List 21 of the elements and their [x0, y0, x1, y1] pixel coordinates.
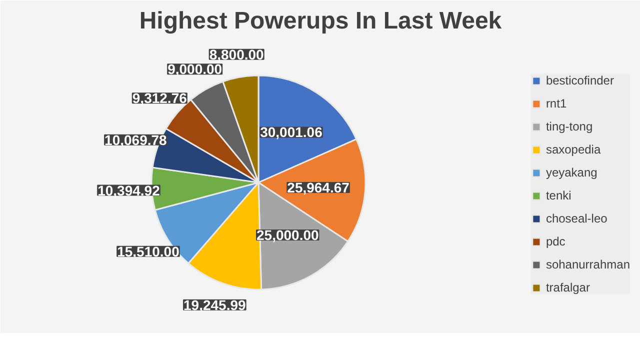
data-label: 30,001.06 [260, 124, 323, 140]
legend-label: tenki [546, 188, 572, 202]
data-label: 8,800.00 [209, 46, 264, 62]
legend-label: pdc [546, 234, 566, 248]
legend-label: rnt1 [546, 96, 567, 110]
data-label: 10,394.92 [98, 182, 160, 198]
data-label: 9,000.00 [168, 61, 222, 78]
data-label: 25,964.67 [287, 179, 350, 196]
data-label: 25,000.00 [256, 226, 320, 243]
legend-label: ting-tong [546, 120, 593, 134]
data-label: 15,510.00 [117, 243, 180, 260]
legend-label: choseal-leo [546, 212, 608, 226]
legend-label: besticofinder [546, 74, 614, 88]
legend-label: sohanurrahman [546, 258, 630, 272]
data-label: 10,069.78 [104, 132, 168, 148]
legend-label: yeyakang [546, 166, 598, 180]
chart-title: Highest Powerups In Last Week [139, 8, 502, 34]
legend-label: trafalgar [546, 280, 590, 294]
data-label: 9,312.76 [132, 90, 188, 106]
legend-label: saxopedia [546, 142, 601, 156]
data-label: 19,245.99 [184, 296, 246, 313]
